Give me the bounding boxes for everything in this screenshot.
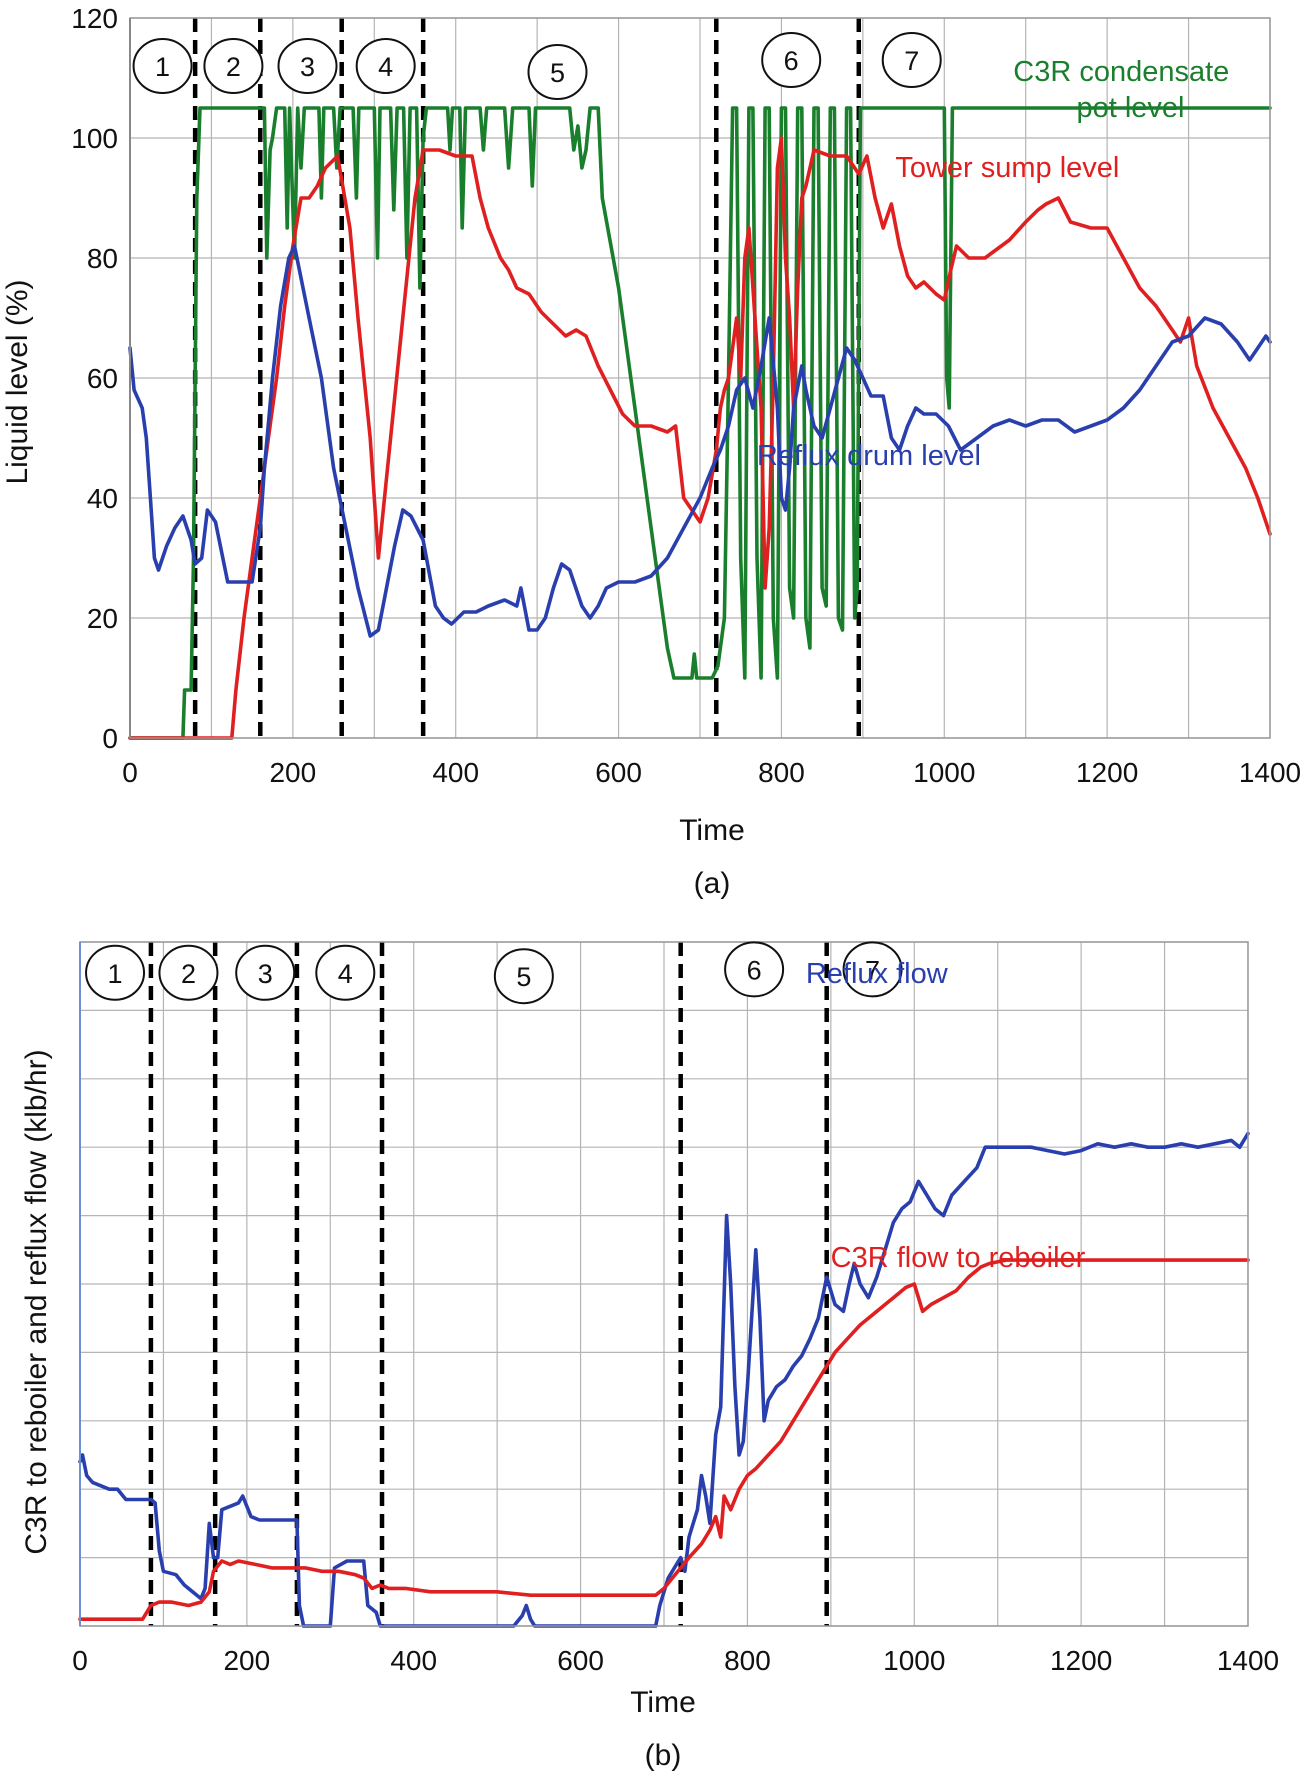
phase-label-4: 4 (378, 52, 393, 82)
phase-label-6: 6 (784, 46, 799, 76)
x-tick-label: 800 (724, 1645, 771, 1676)
series-annotation: Reflux drum level (757, 440, 981, 472)
x-tick-label: 600 (557, 1645, 604, 1676)
phase-label-2: 2 (181, 959, 196, 989)
x-tick-label: 1000 (883, 1645, 945, 1676)
x-tick-label: 400 (432, 757, 479, 788)
y-tick-label: 0 (102, 723, 118, 754)
panel-b-caption: (b) (645, 1739, 682, 1772)
panel-b-axes: 0 200 400 600 800 1000 1200 1400 (72, 941, 1279, 1676)
phase-label-circle (761, 32, 822, 88)
phase-label-5: 5 (516, 962, 531, 992)
phase-label-circle (277, 38, 338, 94)
panel-b-phase-boundaries (148, 942, 829, 1626)
phase-label-circle (315, 944, 376, 1001)
series-annotation: Reflux flow (806, 958, 949, 990)
phase-label-2: 2 (226, 52, 241, 82)
series-annotation: pot level (1076, 92, 1184, 124)
y-tick-label: 60 (87, 363, 118, 394)
phase-label-1: 1 (155, 52, 170, 82)
y-tick-label: 20 (87, 603, 118, 634)
phase-label-circle (881, 32, 942, 88)
panel-a: 0 200 400 600 800 1000 1200 1400020406080100120… (1, 3, 1301, 900)
phase-label-circle (355, 38, 416, 94)
panel-b-phase-labels: 1 2 3 4 5 6 7 (85, 941, 903, 1005)
x-tick-label: 800 (758, 757, 805, 788)
phase-label-circle (527, 44, 588, 100)
y-tick-label: 100 (71, 123, 118, 154)
panel-a-grid (129, 17, 1271, 739)
x-tick-label: 0 (122, 757, 138, 788)
series-line-c3r-condensate-pot-level (128, 106, 1272, 740)
x-tick-label: 400 (390, 1645, 437, 1676)
phase-label-circle (724, 941, 785, 998)
panel-b-grid (79, 941, 1249, 1627)
phase-label-7: 7 (904, 46, 919, 76)
panel-b-series (78, 1131, 1250, 1628)
phase-label-circle (235, 944, 296, 1001)
phase-label-1: 1 (108, 959, 123, 989)
panel-a-x-axis-label: Time (679, 814, 745, 847)
series-line-reflux-flow (78, 1131, 1250, 1628)
series-annotation: Tower sump level (895, 152, 1119, 184)
phase-label-circle (493, 948, 554, 1005)
phase-label-3: 3 (258, 959, 273, 989)
panel-a-y-axis-label: Liquid level (%) (1, 279, 34, 484)
x-tick-label: 1400 (1239, 757, 1301, 788)
phase-label-7: 7 (865, 955, 880, 985)
phase-label-6: 6 (747, 955, 762, 985)
x-tick-label: 600 (595, 757, 642, 788)
x-tick-label: 1400 (1217, 1645, 1279, 1676)
phase-label-5: 5 (550, 58, 565, 88)
panel-a-axes: 0 200 400 600 800 1000 1200 1400 0 20 40 60 80 100 120 (71, 3, 1301, 788)
phase-label-3: 3 (300, 52, 315, 82)
phase-label-circle (85, 944, 146, 1001)
phase-label-circle (132, 38, 193, 94)
series-line-reflux-drum-level (128, 244, 1272, 638)
phase-label-circle (203, 38, 264, 94)
y-tick-label: 80 (87, 243, 118, 274)
panel-b: 0 200 400 600 800 1000 1200 1400 1 2 3 4 5 6 7 Reflux… (20, 941, 1279, 1772)
phase-label-circle (158, 944, 219, 1001)
x-tick-label: 1200 (1076, 757, 1138, 788)
x-tick-label: 0 (72, 1645, 88, 1676)
panel-a-series (128, 106, 1272, 740)
series-line-tower-sump-level (128, 136, 1272, 740)
series-annotation: C3R condensate (1013, 56, 1229, 88)
panel-b-y-axis-label: C3R to reboiler and reflux flow (klb/hr) (20, 1049, 53, 1554)
series-annotation: C3R flow to reboiler (831, 1242, 1086, 1274)
panel-b-annotations: Reflux flow C3R flow to reboiler (806, 958, 1086, 1274)
y-tick-label: 40 (87, 483, 118, 514)
phase-label-circle (842, 941, 903, 998)
x-tick-label: 200 (223, 1645, 270, 1676)
panel-a-caption: (a) (694, 867, 731, 900)
x-tick-label: 1000 (913, 757, 975, 788)
x-tick-label: 1200 (1050, 1645, 1112, 1676)
panel-a-annotations: C3R condensate pot level Tower sump level R… (757, 56, 1229, 472)
panel-a-phase-labels: 1 2 3 4 5 6 7 (132, 32, 942, 100)
panel-b-x-axis-label: Time (630, 1686, 696, 1719)
x-tick-label: 200 (269, 757, 316, 788)
y-tick-label: 120 (71, 3, 118, 34)
series-line-c3r-flow-to-reboiler (78, 1258, 1250, 1621)
phase-label-4: 4 (338, 959, 353, 989)
